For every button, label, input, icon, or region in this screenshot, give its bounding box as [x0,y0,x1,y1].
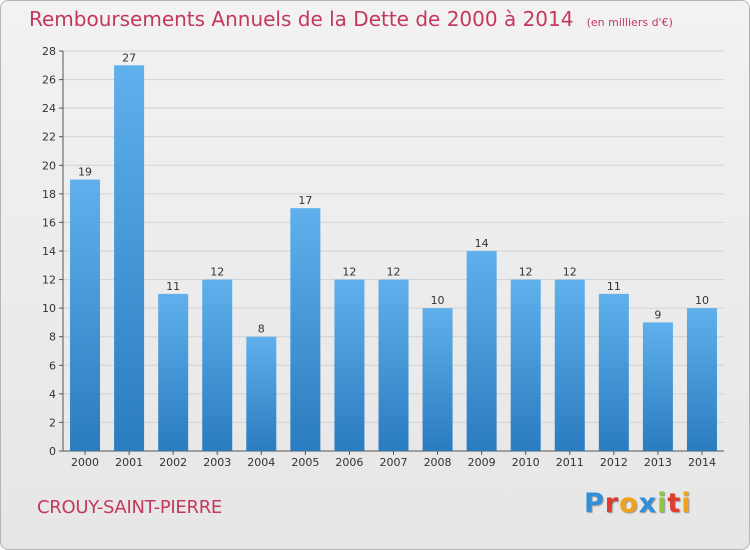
bar[interactable] [510,279,541,451]
bar[interactable] [158,293,189,451]
bar-value-label: 27 [122,51,136,64]
labels: 19 2000 27 2001 11 2002 12 2003 8 2004 17 2005 12 200… [71,51,716,469]
bar[interactable] [686,308,717,451]
y-tick-label: 24 [42,102,56,115]
bar-value-label: 10 [695,294,709,307]
bar[interactable] [378,279,409,451]
bar[interactable] [466,251,497,451]
bar-value-label: 12 [342,266,356,279]
x-tick-label: 2000 [71,456,99,469]
x-tick-label: 2008 [424,456,452,469]
bar-value-label: 11 [166,280,180,293]
x-tick-label: 2011 [556,456,584,469]
title-row: Remboursements Annuels de la Dette de 20… [29,7,673,31]
bar-value-label: 10 [431,294,445,307]
x-tick-label: 2012 [600,456,628,469]
bar[interactable] [290,208,321,451]
bar-value-label: 12 [563,266,577,279]
y-tick-label: 20 [42,159,56,172]
bar-value-label: 12 [387,266,401,279]
bar-value-label: 19 [78,166,92,179]
bar[interactable] [114,65,145,452]
bar-value-label: 17 [298,194,312,207]
bar[interactable] [202,279,233,451]
bar-value-label: 14 [475,237,489,250]
bars [70,65,717,452]
x-tick-label: 2014 [688,456,716,469]
x-tick-label: 2013 [644,456,672,469]
bar[interactable] [422,308,453,451]
x-tick-label: 2003 [203,456,231,469]
y-tick-label: 10 [42,302,56,315]
x-tick-label: 2001 [115,456,143,469]
y-tick-label: 14 [42,245,56,258]
y-tick-label: 28 [42,45,56,58]
y-tick-label: 2 [49,416,56,429]
bar[interactable] [334,279,365,451]
chart-unit: (en milliers d'€) [586,16,673,29]
bar-value-label: 11 [607,280,621,293]
x-tick-label: 2005 [291,456,319,469]
x-tick-label: 2006 [335,456,363,469]
bar-value-label: 8 [258,323,265,336]
y-tick-label: 16 [42,216,56,229]
chart-title: Remboursements Annuels de la Dette de 20… [29,7,574,31]
y-tick-label: 18 [42,188,56,201]
bar[interactable] [70,179,101,452]
x-tick-label: 2010 [512,456,540,469]
bar[interactable] [598,293,629,451]
y-tick-label: 12 [42,274,56,287]
y-tick-label: 8 [49,331,56,344]
x-tick-label: 2004 [247,456,275,469]
bar[interactable] [642,322,673,451]
bar[interactable] [246,336,277,451]
bar-value-label: 12 [210,266,224,279]
x-tick-label: 2002 [159,456,187,469]
y-tick-label: 0 [49,445,56,458]
y-tick-label: 4 [49,388,56,401]
x-tick-label: 2009 [468,456,496,469]
commune-name: CROUY-SAINT-PIERRE [37,497,222,518]
y-tick-label: 26 [42,74,56,87]
bar-value-label: 9 [654,308,661,321]
bar[interactable] [554,279,585,451]
x-tick-label: 2007 [380,456,408,469]
y-tick-label: 22 [42,131,56,144]
proxiti-logo[interactable]: Proxiti [584,488,692,519]
y-tick-label: 6 [49,359,56,372]
bar-value-label: 12 [519,266,533,279]
